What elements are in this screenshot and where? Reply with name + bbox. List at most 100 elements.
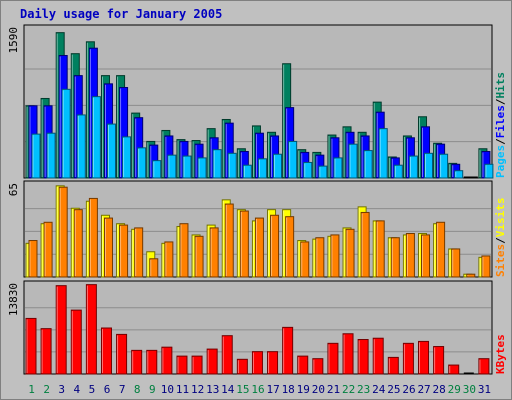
bar-sites — [375, 220, 385, 278]
bar-sites — [224, 203, 234, 278]
day-label: 16 — [251, 383, 264, 396]
bar-kbytes — [176, 355, 188, 375]
bar-sites — [134, 227, 144, 278]
day-label: 13 — [206, 383, 219, 396]
bar-kbytes — [448, 364, 460, 375]
bar-kbytes — [100, 327, 112, 375]
panel-legend: Sites/Visits — [494, 198, 507, 278]
bar-pages — [303, 161, 313, 179]
bar-pages — [439, 153, 449, 179]
bar-pages — [76, 114, 86, 179]
bar-kbytes — [40, 328, 52, 375]
bar-sites — [390, 237, 400, 278]
bar-pages — [167, 154, 177, 179]
bar-sites — [209, 227, 219, 278]
day-label: 4 — [74, 383, 81, 396]
panel-kbytes: 13830 KBytes — [7, 280, 507, 375]
bar-kbytes — [55, 285, 67, 375]
bar-sites — [285, 216, 295, 278]
bar-kbytes — [342, 333, 354, 375]
legend-separator: / — [494, 237, 507, 244]
day-label: 28 — [433, 383, 446, 396]
bar-kbytes — [221, 335, 233, 375]
y-max-label: 65 — [7, 183, 20, 196]
bar-kbytes — [25, 317, 37, 375]
bar-kbytes — [191, 355, 203, 375]
bar-sites — [270, 214, 280, 278]
day-label: 18 — [282, 383, 295, 396]
panel-visits-sites: 65 Sites/Visits — [7, 180, 507, 278]
bar-pages — [46, 132, 56, 179]
bar-sites — [451, 248, 461, 278]
day-label: 1 — [28, 383, 35, 396]
chart-title: Daily usage for January 2005 — [20, 7, 222, 21]
day-label: 14 — [221, 383, 235, 396]
legend-files: Files — [494, 105, 507, 138]
day-label: 3 — [58, 383, 65, 396]
legend-separator: / — [494, 98, 507, 105]
day-label: 7 — [119, 383, 126, 396]
bar-pages — [424, 152, 434, 179]
bar-pages — [257, 158, 267, 179]
bar-pages — [227, 152, 237, 179]
bar-sites — [58, 186, 68, 278]
day-label: 27 — [417, 383, 430, 396]
bar-sites — [481, 255, 491, 278]
bar-kbytes — [418, 340, 430, 375]
bar-pages — [378, 128, 388, 179]
day-label: 29 — [448, 383, 461, 396]
legend-kbytes: KBytes — [494, 334, 507, 374]
bar-pages — [61, 88, 71, 179]
bar-pages — [31, 133, 41, 179]
day-label: 9 — [149, 383, 156, 396]
day-label: 11 — [176, 383, 189, 396]
panel-legend: KBytes — [494, 334, 507, 374]
bar-pages — [91, 96, 101, 179]
day-label: 25 — [387, 383, 400, 396]
bar-pages — [197, 157, 207, 179]
legend-visits: Visits — [494, 198, 507, 238]
bar-pages — [273, 153, 283, 179]
bar-kbytes — [116, 333, 128, 375]
bar-sites — [88, 197, 98, 278]
day-label: 8 — [134, 383, 141, 396]
bar-pages — [408, 155, 418, 179]
bar-pages — [288, 140, 298, 179]
panel-legend: Pages/Files/Hits — [494, 72, 507, 178]
bar-kbytes — [327, 342, 339, 375]
bar-sites — [103, 217, 113, 278]
bar-pages — [318, 165, 328, 179]
day-label: 20 — [312, 383, 325, 396]
day-label: 17 — [266, 383, 279, 396]
bar-sites — [28, 240, 38, 278]
bar-sites — [421, 234, 431, 278]
bar-kbytes — [70, 309, 82, 375]
bar-kbytes — [206, 348, 218, 375]
bar-sites — [239, 210, 249, 278]
bar-kbytes — [312, 358, 324, 375]
y-max-label: 13830 — [7, 283, 20, 316]
day-label: 19 — [297, 383, 310, 396]
bar-pages — [152, 160, 162, 179]
bar-pages — [182, 155, 192, 179]
bar-sites — [194, 235, 204, 278]
day-label: 22 — [342, 383, 355, 396]
bar-pages — [333, 157, 343, 179]
bar-pages — [454, 170, 464, 179]
bar-pages — [106, 123, 116, 179]
bar-pages — [242, 164, 252, 179]
day-label: 12 — [191, 383, 204, 396]
bar-kbytes — [402, 342, 414, 375]
bar-kbytes — [161, 346, 173, 375]
legend-hits: Hits — [494, 72, 507, 99]
bar-kbytes — [478, 358, 490, 375]
day-label: 30 — [463, 383, 476, 396]
bar-sites — [254, 217, 264, 278]
bar-kbytes — [297, 355, 309, 375]
bar-sites — [119, 224, 129, 278]
day-axis: 1 2 3 4 5 6 7 8 9 10 11 12 13 14 15 16 17 18 19 20 21 22 23 24 2… — [28, 383, 491, 396]
bar-kbytes — [372, 337, 384, 375]
bar-sites — [466, 273, 476, 278]
bar-sites — [330, 234, 340, 278]
